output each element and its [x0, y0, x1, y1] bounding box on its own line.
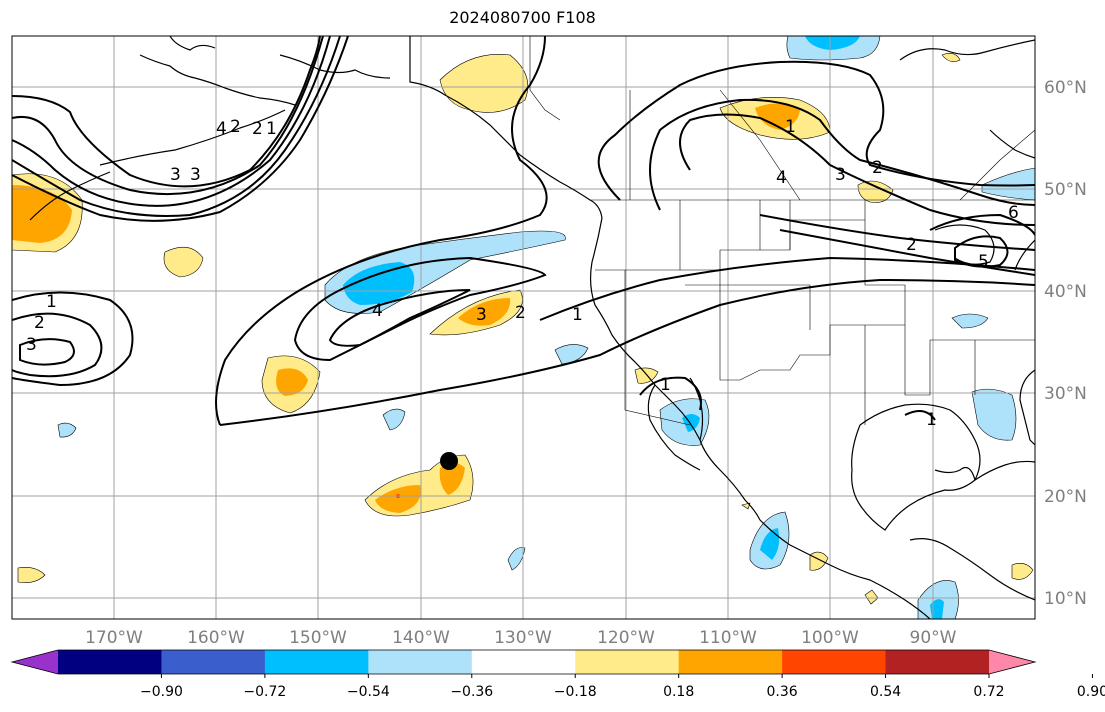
contour-label: 3 — [835, 165, 846, 185]
contour-label: 3 — [476, 305, 487, 325]
colorbar-tick-label: 0.72 — [973, 684, 1004, 700]
colorbar-tick-label: −0.72 — [243, 684, 286, 700]
contour-label: 1 — [572, 305, 583, 325]
lat-label: 60°N — [1044, 78, 1087, 98]
lon-label: 170°W — [85, 628, 143, 648]
lat-label: 20°N — [1044, 487, 1087, 507]
contour-label: 4 — [216, 119, 227, 139]
contour-label: 3 — [170, 165, 181, 185]
lat-label: 10°N — [1044, 589, 1087, 609]
political-borders — [529, 36, 1035, 426]
lon-label: 150°W — [289, 628, 347, 648]
contour-label: 1 — [926, 410, 937, 430]
colorbar-tick-label: −0.36 — [450, 684, 493, 700]
colorbar-tick-label: 0.90 — [1077, 684, 1105, 700]
contour-label: 1 — [46, 292, 57, 312]
contour-label: 5 — [978, 252, 989, 272]
map-title: 2024080700 F108 — [449, 8, 596, 27]
colorbar-tick-label: −0.90 — [140, 684, 183, 700]
contour-label: 1 — [660, 375, 671, 395]
colorbar-tick-label: 0.36 — [767, 684, 798, 700]
colorbar-tick-label: 0.54 — [870, 684, 901, 700]
storm-center-marker — [440, 452, 458, 470]
contour-label: 3 — [190, 165, 201, 185]
colorbar-tick-label: −0.18 — [554, 684, 597, 700]
colorbar-tick-label: 0.18 — [663, 684, 694, 700]
lon-label: 90°W — [910, 628, 957, 648]
colorbar-tick-label: −0.54 — [347, 684, 390, 700]
colorbar-extend-high — [989, 650, 1035, 674]
colorbar-segment — [161, 650, 266, 674]
contour-label: 2 — [230, 117, 241, 137]
colorbar-segment — [368, 650, 473, 674]
lon-label: 110°W — [699, 628, 757, 648]
contour-label: 4 — [776, 168, 787, 188]
contour-label: 1 — [266, 119, 277, 139]
lon-label: 100°W — [801, 628, 859, 648]
colorbar-segment — [575, 650, 680, 674]
contour-label: 1 — [785, 117, 796, 137]
lon-label: 140°W — [392, 628, 450, 648]
colorbar-segment — [678, 650, 783, 674]
contour-label: 4 — [372, 301, 383, 321]
lon-label: 160°W — [187, 628, 245, 648]
lon-label: 130°W — [494, 628, 552, 648]
contour-lines — [12, 36, 1035, 426]
contour-label-layer: 1 2 3 1 2 3 4 1 2 3 4 3 2 1 1 2 3 4 5 6 … — [26, 117, 1019, 430]
colorbar-outline — [10, 649, 1037, 675]
latitude-labels: 60°N 50°N 40°N 30°N 20°N 10°N — [1044, 78, 1087, 609]
contour-label: 2 — [872, 158, 883, 178]
lat-label: 30°N — [1044, 384, 1087, 404]
map-frame — [11, 35, 1036, 620]
colorbar: −0.90 −0.72 −0.54 −0.36 −0.18 0.18 0.36 0.54 0.7… — [10, 649, 1105, 700]
contour-label: 3 — [26, 335, 37, 355]
colorbar-segment — [58, 650, 162, 674]
contour-label: 2 — [515, 303, 526, 323]
contour-label: 2 — [252, 119, 263, 139]
colorbar-segment — [264, 650, 369, 674]
colorbar-segment — [885, 650, 990, 674]
contour-label: 2 — [906, 235, 917, 255]
lat-label: 40°N — [1044, 282, 1087, 302]
colorbar-segment — [782, 650, 887, 674]
colorbar-extend-low — [12, 650, 58, 674]
contour-label: 2 — [34, 313, 45, 333]
lat-label: 50°N — [1044, 180, 1087, 200]
lon-label: 120°W — [597, 628, 655, 648]
longitude-labels: 170°W 160°W 150°W 140°W 130°W 120°W 110°… — [85, 628, 957, 648]
colorbar-segment — [471, 650, 576, 674]
contour-label: 6 — [1008, 203, 1019, 223]
